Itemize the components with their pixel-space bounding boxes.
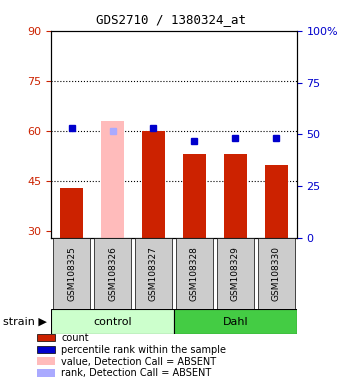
Text: GSM108328: GSM108328 xyxy=(190,246,199,301)
Text: strain ▶: strain ▶ xyxy=(3,316,47,327)
Text: value, Detection Call = ABSENT: value, Detection Call = ABSENT xyxy=(61,357,216,367)
Bar xyxy=(101,121,124,238)
Text: control: control xyxy=(93,316,132,327)
Bar xyxy=(224,154,247,238)
Text: GSM108325: GSM108325 xyxy=(67,246,76,301)
Bar xyxy=(265,164,288,238)
Bar xyxy=(60,188,83,238)
Bar xyxy=(37,346,55,353)
FancyBboxPatch shape xyxy=(174,309,297,334)
Text: GSM108327: GSM108327 xyxy=(149,246,158,301)
Text: GSM108329: GSM108329 xyxy=(231,246,240,301)
FancyBboxPatch shape xyxy=(176,238,213,309)
Text: Dahl: Dahl xyxy=(222,316,248,327)
Text: percentile rank within the sample: percentile rank within the sample xyxy=(61,345,226,355)
Text: GSM108326: GSM108326 xyxy=(108,246,117,301)
Bar xyxy=(37,369,55,377)
Bar xyxy=(37,334,55,341)
FancyBboxPatch shape xyxy=(217,238,254,309)
FancyBboxPatch shape xyxy=(94,238,131,309)
Text: count: count xyxy=(61,333,89,343)
Text: GSM108330: GSM108330 xyxy=(272,246,281,301)
FancyBboxPatch shape xyxy=(53,238,90,309)
FancyBboxPatch shape xyxy=(135,238,172,309)
Bar xyxy=(183,154,206,238)
FancyBboxPatch shape xyxy=(51,309,174,334)
Text: rank, Detection Call = ABSENT: rank, Detection Call = ABSENT xyxy=(61,368,211,378)
Text: GDS2710 / 1380324_at: GDS2710 / 1380324_at xyxy=(95,13,246,26)
Bar xyxy=(142,131,165,238)
Bar xyxy=(37,358,55,365)
FancyBboxPatch shape xyxy=(258,238,295,309)
